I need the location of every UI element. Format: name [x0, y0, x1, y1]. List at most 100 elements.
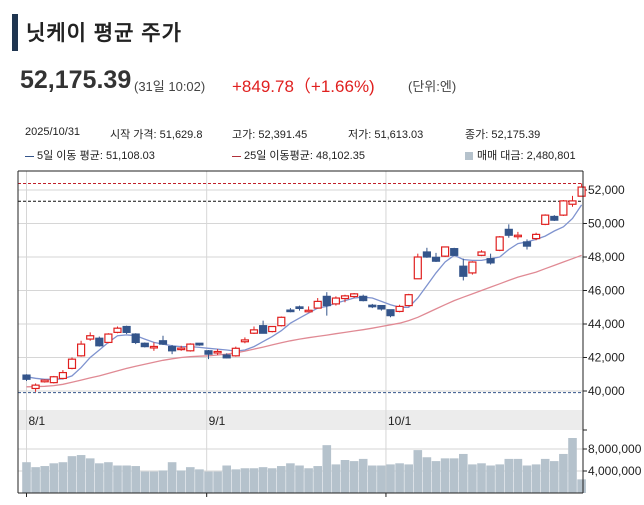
volume-bar: [22, 462, 31, 493]
candle-up: [340, 294, 350, 303]
candle-body: [377, 304, 386, 310]
ma25-swatch: [232, 155, 241, 157]
candle-down: [259, 320, 268, 334]
price-tick-label: 50,000: [588, 217, 625, 231]
candle-down: [504, 224, 513, 238]
candle-down: [368, 303, 377, 309]
candle-body: [195, 342, 204, 346]
candle-up: [104, 333, 113, 344]
volume-bar: [322, 445, 332, 493]
volume-bar: [486, 465, 495, 493]
legend-ma5: 5일 이동 평균: 51,108.03: [25, 147, 155, 163]
volume-bar: [313, 466, 322, 493]
candle-up: [441, 246, 450, 257]
candle-body: [477, 251, 486, 256]
volume-bar: [158, 470, 168, 493]
candle-up: [404, 293, 413, 307]
candle-body: [504, 228, 513, 236]
volume-bar: [477, 463, 486, 493]
candle-up: [313, 298, 322, 309]
candle-body: [559, 200, 568, 216]
info-open: 시작 가격: 51,629.8: [110, 129, 203, 141]
legend-ma25: 25일 이동평균: 48,102.35: [232, 147, 365, 163]
volume-bar: [449, 458, 459, 493]
date-axis-band: [18, 410, 583, 430]
candle-body: [268, 325, 277, 333]
candle-body: [86, 335, 95, 340]
volume-bar: [67, 456, 77, 493]
price-tick-label: 44,000: [588, 317, 625, 331]
volume-bar: [49, 463, 59, 493]
volume-bar: [249, 468, 259, 493]
volume-tick-label: 8,000,000: [588, 442, 642, 456]
candle-body: [450, 248, 459, 256]
candle-up: [413, 253, 422, 280]
ma25-line: [26, 254, 582, 388]
volume-bar: [122, 465, 131, 493]
price-tick-label: 46,000: [588, 284, 625, 298]
candle-up: [513, 231, 523, 240]
volume-bar: [377, 465, 386, 493]
candle-body: [40, 379, 49, 383]
candle-down: [377, 304, 386, 311]
volume-bar: [113, 465, 122, 493]
volume-bar: [231, 469, 241, 493]
volume-bar: [368, 465, 377, 493]
candle-body: [395, 305, 404, 313]
candle-down: [422, 247, 431, 258]
candle-body: [368, 304, 377, 308]
candle-body: [259, 325, 268, 334]
candle-up: [177, 345, 186, 351]
candle-body: [468, 261, 477, 274]
volume-bar: [559, 453, 568, 493]
volume-bar: [331, 464, 341, 493]
candle-body: [177, 347, 186, 351]
volume-bar: [386, 464, 395, 493]
candle-up: [31, 383, 40, 392]
candle-body: [350, 293, 359, 298]
ma5-swatch: [25, 155, 34, 157]
candle-down: [459, 258, 468, 281]
candle-up: [40, 379, 49, 383]
volume-bar: [459, 453, 468, 493]
candle-down: [222, 353, 231, 359]
candle-up: [240, 337, 249, 344]
volume-bar: [186, 467, 195, 493]
candle-up: [559, 200, 568, 216]
volume-bar: [495, 464, 504, 493]
price-change: +849.78（+1.66%): [232, 77, 375, 96]
volume-bar: [149, 471, 159, 493]
candle-body: [568, 200, 577, 205]
candle-down: [522, 239, 532, 250]
candle-up: [531, 232, 541, 241]
candle-up: [277, 316, 286, 327]
candle-body: [95, 337, 104, 347]
volume-bar: [167, 462, 177, 493]
candle-up: [468, 261, 477, 275]
candle-up: [331, 296, 340, 306]
legend-volume-label: 매매 대금: 2,480,801: [477, 150, 576, 162]
candle-body: [295, 306, 304, 310]
candle-body: [304, 309, 313, 313]
candle-body: [31, 384, 40, 390]
price-tick-label: 52,000: [588, 183, 625, 197]
volume-bar: [349, 461, 359, 493]
volume-bar: [76, 455, 86, 493]
legend-ma25-label: 25일 이동평균: 48,102.35: [244, 150, 365, 162]
candle-up: [568, 195, 577, 207]
page-title: 닛케이 평균 주가: [26, 22, 182, 45]
volume-bar: [540, 458, 550, 493]
volume-bar: [522, 465, 532, 493]
price-tick-label: 48,000: [588, 250, 625, 264]
candle-body: [386, 309, 395, 317]
current-price: 52,175.39: [20, 66, 132, 94]
candle-body: [240, 339, 249, 343]
volume-bar: [31, 467, 40, 493]
volume-bar: [222, 465, 231, 493]
candle-up: [577, 183, 586, 197]
candle-up: [186, 343, 195, 352]
volume-bar: [140, 471, 150, 493]
volume-bar: [286, 463, 295, 493]
candle-up: [113, 326, 122, 334]
